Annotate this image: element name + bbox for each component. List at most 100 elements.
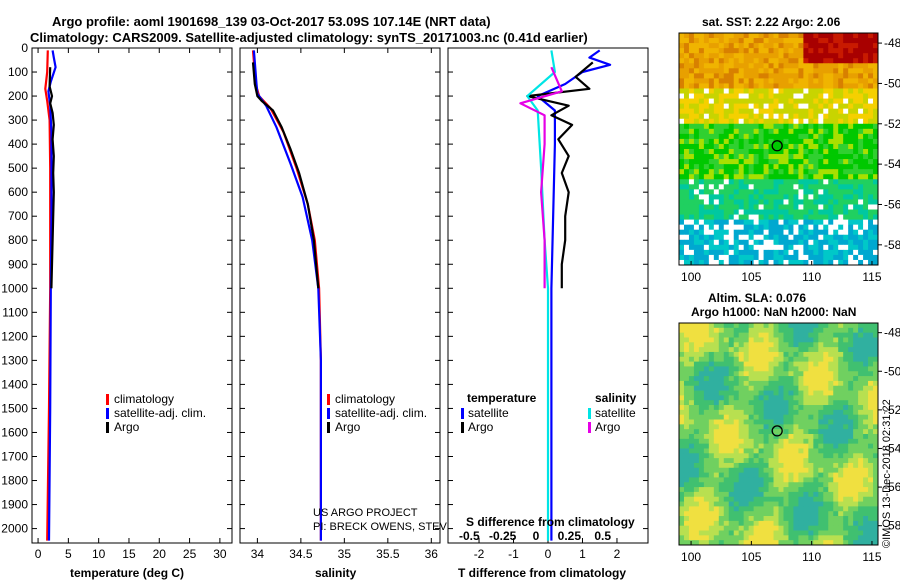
map-cell: [693, 244, 700, 251]
map-cell: [848, 159, 854, 165]
map-cell: [718, 93, 725, 99]
map-cell: [813, 347, 819, 353]
map-cell: [823, 239, 829, 246]
map-cell: [768, 482, 774, 488]
map-cell: [808, 540, 814, 546]
map-cell: [768, 467, 774, 474]
map-cell: [679, 249, 685, 256]
map-cell: [758, 323, 764, 329]
map-cell: [788, 395, 794, 401]
map-cell: [848, 103, 854, 110]
map-cell: [823, 53, 829, 59]
map-cell: [773, 108, 779, 115]
map-cell: [768, 409, 774, 416]
map-cell: [688, 224, 695, 231]
map-cell: [833, 491, 839, 498]
map-cell: [748, 123, 755, 130]
map-cell: [873, 189, 879, 195]
map-cell: [768, 429, 774, 435]
map-cell: [858, 337, 864, 343]
map-cell: [843, 38, 849, 44]
map-cell: [768, 219, 774, 226]
map-cell: [863, 347, 869, 353]
map-cell: [698, 229, 705, 236]
map-cell: [713, 138, 720, 145]
map-cell: [848, 540, 854, 546]
x-tick-label: 10: [92, 547, 106, 561]
map-cell: [698, 506, 705, 512]
map-cell: [798, 323, 804, 329]
map-cell: [683, 400, 690, 406]
map-cell: [868, 184, 874, 190]
map-cell: [793, 405, 799, 411]
map-cell: [788, 453, 794, 459]
map-cell: [788, 361, 794, 367]
map-cell: [833, 133, 839, 140]
map-cell: [713, 239, 720, 246]
map-cell: [788, 477, 794, 483]
y-tick-label: 1200: [1, 329, 28, 343]
map-cell: [708, 234, 715, 241]
map-cell: [728, 224, 735, 231]
map-cell: [768, 448, 774, 454]
map-cell: [818, 98, 824, 105]
map-cell: [703, 496, 710, 502]
map-cell: [688, 477, 695, 483]
map-cell: [858, 434, 864, 440]
salinity-panel: 34 34.5 35 35.5 36 climatology satellite-adj…: [239, 47, 570, 580]
map-cell: [808, 224, 814, 231]
map-cell: [748, 472, 755, 478]
map-cell: [758, 108, 764, 115]
map-cell: [773, 58, 779, 64]
map-cell: [843, 496, 849, 502]
map-cell: [703, 332, 710, 338]
map-cell: [728, 380, 735, 387]
map-cell: [818, 409, 824, 416]
map-cell: [833, 361, 839, 367]
map-cell: [843, 443, 849, 449]
map-cell: [773, 332, 779, 338]
map-cell: [803, 356, 809, 363]
map-cell: [833, 434, 839, 440]
map-cell: [698, 174, 705, 180]
map-cell: [833, 472, 839, 478]
map-cell: [783, 458, 789, 464]
map-cell: [828, 244, 834, 251]
map-cell: [873, 159, 879, 165]
map-cell: [718, 448, 725, 454]
map-cell: [718, 234, 725, 241]
map-cell: [863, 209, 869, 215]
map-cell: [808, 209, 814, 215]
map-cell: [683, 98, 690, 105]
map-cell: [748, 448, 755, 454]
map-cell: [753, 149, 760, 155]
map-cell: [718, 342, 725, 348]
map-cell: [788, 516, 794, 522]
map-cell: [758, 58, 764, 64]
map-cell: [733, 98, 740, 105]
map-cell: [833, 419, 839, 425]
map-cell: [768, 438, 774, 445]
map-cell: [818, 443, 824, 449]
map-cell: [728, 506, 735, 512]
map-cell: [693, 506, 700, 512]
map-cell: [748, 443, 755, 449]
map-cell: [823, 123, 829, 130]
map-cell: [868, 133, 874, 140]
map-cell: [698, 159, 705, 165]
map-cell: [738, 224, 745, 231]
map-cell: [718, 516, 725, 522]
map-cell: [713, 219, 720, 226]
map-cell: [838, 371, 844, 377]
map-cell: [788, 366, 794, 372]
map-cell: [873, 337, 879, 343]
map-cell: [863, 337, 869, 343]
map-cell: [743, 448, 750, 454]
map-cell: [743, 194, 750, 200]
map-cell: [683, 443, 690, 449]
map-cell: [863, 400, 869, 406]
map-cell: [863, 496, 869, 502]
map-cell: [748, 43, 755, 49]
map-x-tick-label: 110: [802, 270, 821, 284]
map-cell: [808, 138, 814, 145]
